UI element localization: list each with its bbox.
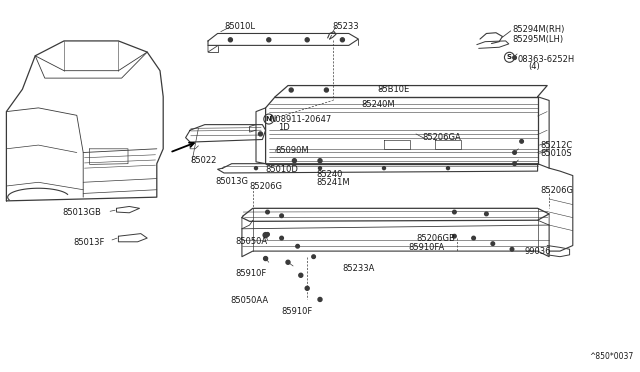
Circle shape bbox=[296, 244, 300, 248]
Text: (4): (4) bbox=[528, 62, 540, 71]
Circle shape bbox=[510, 247, 514, 251]
Text: 85010D: 85010D bbox=[266, 165, 298, 174]
Circle shape bbox=[312, 255, 316, 259]
Text: 1D: 1D bbox=[278, 123, 290, 132]
Text: N: N bbox=[266, 116, 272, 122]
Text: 85010L: 85010L bbox=[224, 22, 255, 31]
Text: 85294M(RH): 85294M(RH) bbox=[512, 25, 564, 34]
Circle shape bbox=[228, 38, 232, 42]
Text: 85910FA: 85910FA bbox=[408, 243, 445, 251]
Text: 85295M(LH): 85295M(LH) bbox=[512, 35, 563, 44]
Circle shape bbox=[484, 212, 488, 216]
Circle shape bbox=[299, 273, 303, 277]
Text: 85050A: 85050A bbox=[236, 237, 268, 246]
Text: 85233: 85233 bbox=[333, 22, 360, 31]
Text: 85090M: 85090M bbox=[275, 146, 309, 155]
Circle shape bbox=[286, 260, 290, 264]
Circle shape bbox=[318, 159, 322, 163]
Circle shape bbox=[280, 236, 284, 240]
Text: 85241M: 85241M bbox=[317, 178, 351, 187]
Circle shape bbox=[289, 88, 293, 92]
Text: 85206G: 85206G bbox=[250, 182, 283, 191]
Circle shape bbox=[259, 132, 262, 136]
Circle shape bbox=[305, 38, 309, 42]
Circle shape bbox=[280, 214, 284, 218]
Circle shape bbox=[452, 210, 456, 214]
Text: 85206G: 85206G bbox=[541, 186, 574, 195]
Text: 85013F: 85013F bbox=[74, 238, 105, 247]
Circle shape bbox=[255, 167, 257, 170]
Text: ^850*0037: ^850*0037 bbox=[589, 352, 634, 361]
Text: 85240M: 85240M bbox=[362, 100, 396, 109]
Circle shape bbox=[383, 167, 385, 170]
Circle shape bbox=[340, 38, 344, 42]
Text: 85206GB: 85206GB bbox=[416, 234, 455, 243]
Text: 85233A: 85233A bbox=[342, 264, 375, 273]
Circle shape bbox=[491, 242, 495, 246]
Circle shape bbox=[452, 234, 456, 238]
Circle shape bbox=[263, 232, 268, 238]
Text: 85212C: 85212C bbox=[541, 141, 573, 150]
Text: 85022: 85022 bbox=[191, 156, 217, 165]
Circle shape bbox=[319, 167, 321, 170]
Text: N08911-20647: N08911-20647 bbox=[269, 115, 331, 124]
Circle shape bbox=[292, 159, 296, 163]
Circle shape bbox=[513, 56, 516, 60]
Text: 85240: 85240 bbox=[317, 170, 343, 179]
Circle shape bbox=[266, 210, 269, 214]
Text: 85013GB: 85013GB bbox=[63, 208, 102, 217]
Circle shape bbox=[305, 286, 309, 290]
Text: S: S bbox=[507, 54, 512, 60]
Text: 85010S: 85010S bbox=[541, 149, 572, 158]
Circle shape bbox=[266, 232, 269, 236]
Text: 85910F: 85910F bbox=[282, 307, 313, 316]
Circle shape bbox=[447, 167, 449, 170]
Circle shape bbox=[318, 298, 322, 301]
Text: 85013G: 85013G bbox=[215, 177, 248, 186]
Text: 99036: 99036 bbox=[525, 247, 551, 256]
Circle shape bbox=[513, 151, 516, 154]
Circle shape bbox=[472, 236, 476, 240]
Text: 85910F: 85910F bbox=[236, 269, 267, 278]
Circle shape bbox=[324, 88, 328, 92]
Circle shape bbox=[267, 38, 271, 42]
Text: 08363-6252H: 08363-6252H bbox=[517, 55, 574, 64]
Circle shape bbox=[264, 257, 268, 260]
Text: 85206GA: 85206GA bbox=[422, 133, 461, 142]
Circle shape bbox=[513, 162, 516, 166]
Circle shape bbox=[520, 140, 524, 143]
Text: 85050AA: 85050AA bbox=[230, 296, 269, 305]
Text: 85B10E: 85B10E bbox=[378, 85, 410, 94]
